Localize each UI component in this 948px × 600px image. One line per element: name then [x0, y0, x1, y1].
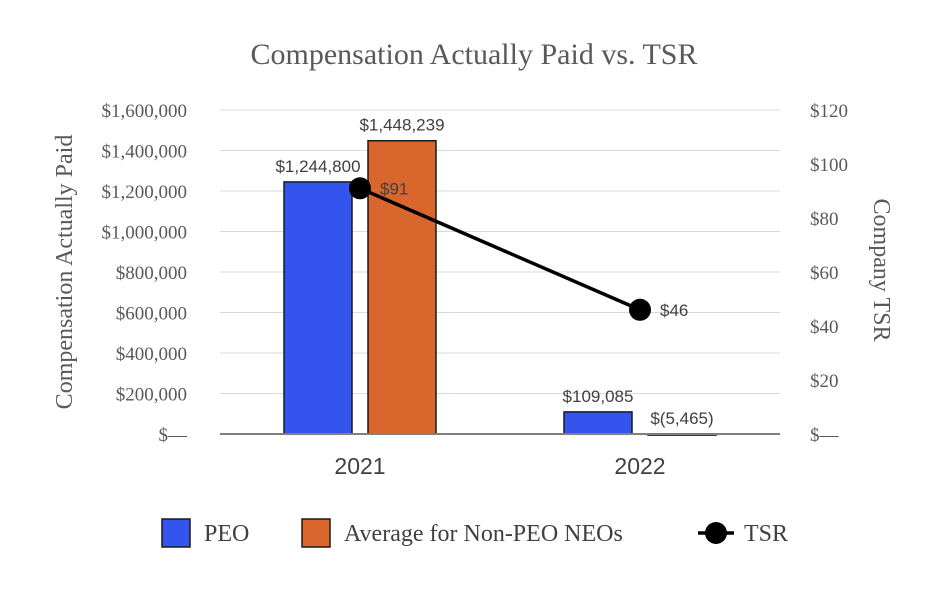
tsr-point-2021: [349, 177, 371, 200]
data-labels: $1,244,800 $1,448,239 $109,085 $(5,465) $91 $…: [275, 116, 713, 428]
left-tick-label: $800,000: [116, 263, 187, 284]
y2-axis-title: Company TSR: [868, 199, 894, 342]
legend: PEO Average for Non-PEO NEOs TSR: [161, 518, 788, 548]
tsr-line-layer: [349, 177, 651, 321]
left-tick-label: $1,200,000: [102, 182, 188, 203]
bar-peo-2021: [283, 181, 353, 435]
left-tick-label: $1,000,000: [102, 223, 188, 244]
y-axis-title: Compensation Actually Paid: [52, 135, 78, 410]
tsr-line: [359, 186, 641, 312]
right-tick-label: $60: [810, 263, 839, 284]
right-tick-label: $40: [810, 317, 839, 338]
bar-data-label: $1,244,800: [275, 157, 360, 176]
left-tick-label: $1,600,000: [102, 101, 188, 122]
x-axis-category-label: 2021: [334, 453, 385, 479]
bar-data-label: $(5,465): [650, 409, 713, 428]
legend-label-tsr: TSR: [744, 521, 788, 547]
legend-swatch-peo: [161, 518, 191, 548]
legend-swatch-average-for-non-peo-neos: [301, 518, 331, 548]
legend-label-peo: PEO: [204, 521, 249, 547]
tsr-data-label: $91: [380, 179, 408, 198]
right-tick-label: $80: [810, 209, 839, 230]
x-axis-categories: 2021 2022: [334, 453, 665, 479]
bar-data-label: $1,448,239: [359, 116, 444, 135]
chart-title: Compensation Actually Paid vs. TSR: [251, 38, 698, 71]
bar-average-for-non-peo-neos-2021: [367, 139, 437, 435]
tsr-point-2022: [629, 298, 651, 321]
right-tick-label: $20: [810, 371, 839, 392]
right-axis-ticks: $— $20 $40 $60 $80 $100 $120: [810, 101, 848, 446]
legend-marker-tsr: [705, 522, 727, 544]
right-tick-label: $120: [810, 101, 848, 122]
left-tick-label: $600,000: [116, 304, 187, 325]
left-axis-ticks: $— $200,000 $400,000 $600,000 $800,000 $1,000…: [102, 101, 189, 446]
bar-data-label: $109,085: [563, 387, 634, 406]
right-tick-label: $100: [810, 155, 848, 176]
bar-peo-2022: [563, 411, 633, 435]
left-tick-label: $—: [159, 425, 189, 446]
bars: [283, 139, 717, 436]
left-tick-label: $400,000: [116, 344, 187, 365]
tsr-data-label: $46: [660, 301, 688, 320]
legend-label-average-for-non-peo-neos: Average for Non-PEO NEOs: [344, 521, 623, 547]
left-tick-label: $1,400,000: [102, 142, 188, 163]
right-tick-label: $—: [810, 425, 840, 446]
x-axis-category-label: 2022: [614, 453, 665, 479]
left-tick-label: $200,000: [116, 385, 187, 406]
